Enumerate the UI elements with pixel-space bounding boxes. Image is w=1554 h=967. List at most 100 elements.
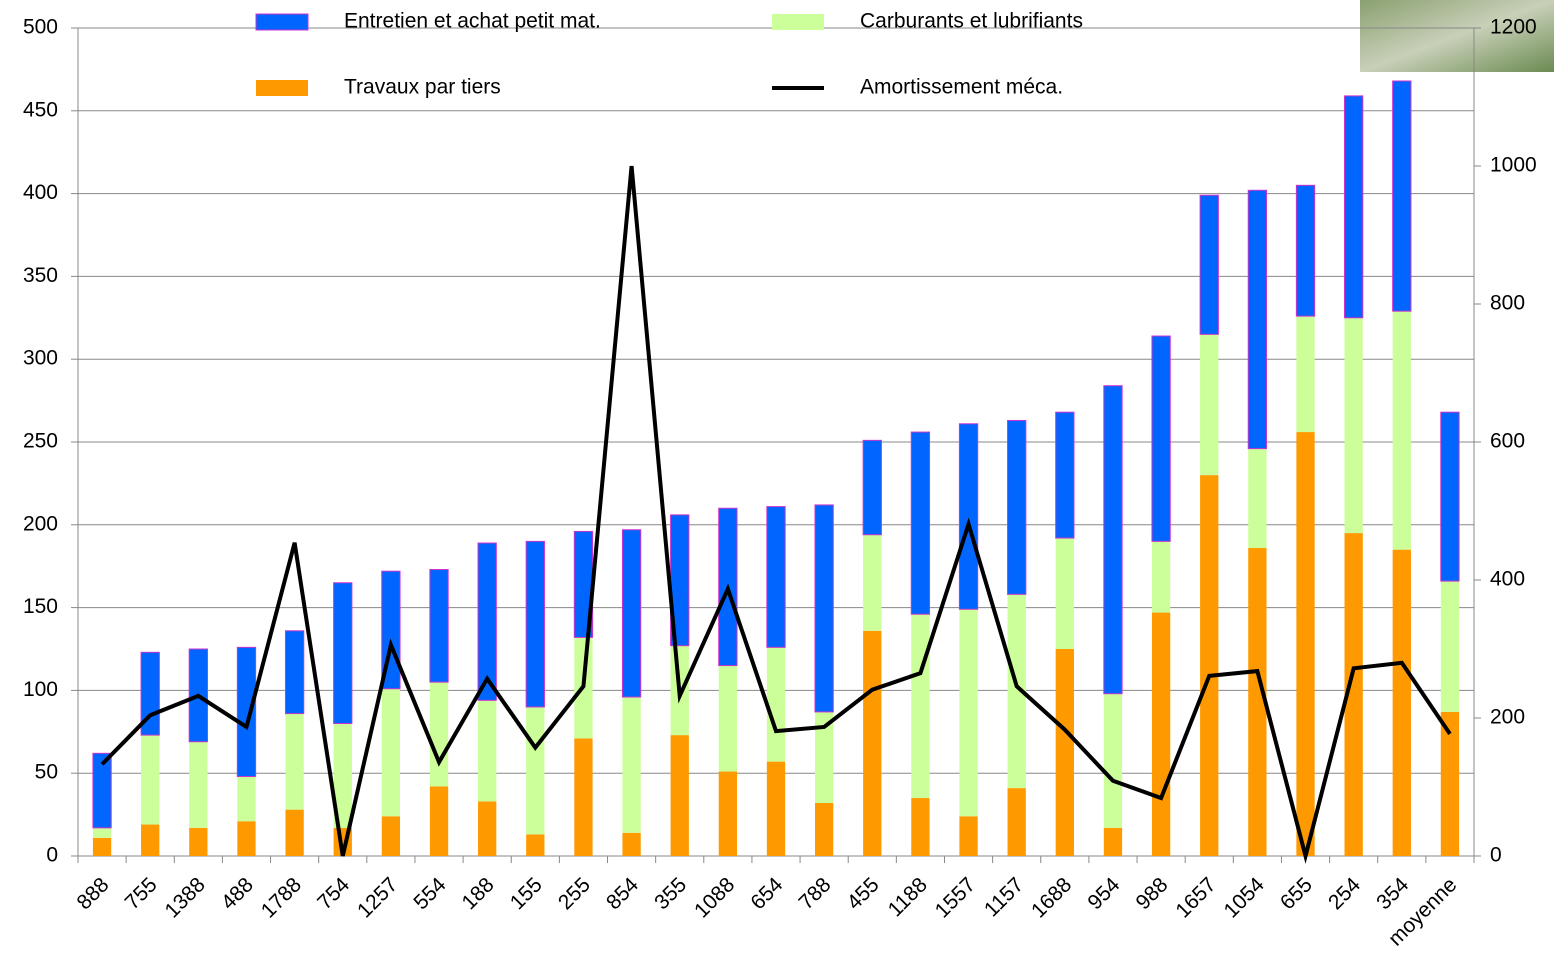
bar — [1103, 827, 1123, 856]
bar — [477, 542, 497, 701]
bar — [1296, 316, 1315, 433]
legend-label: Amortissement méca. — [860, 76, 1063, 99]
legend-label: Travaux par tiers — [344, 76, 501, 99]
bar — [1199, 194, 1219, 335]
x-tick-label: 755 — [121, 873, 162, 914]
x-tick-label: 988 — [1132, 873, 1173, 914]
bar — [1055, 649, 1074, 856]
bar — [959, 609, 978, 817]
bar — [1392, 80, 1412, 312]
legend-label: Carburants et lubrifiants — [860, 10, 1083, 33]
bar — [1200, 334, 1219, 476]
y-tick-label: 450 — [23, 98, 58, 121]
y-tick-label: 300 — [23, 347, 58, 370]
bar — [429, 682, 449, 787]
x-tick-label: 355 — [650, 873, 691, 914]
bar — [1295, 184, 1316, 317]
x-tick-label: 455 — [843, 873, 884, 914]
bar — [1151, 541, 1171, 613]
x-tick-label: 655 — [1276, 873, 1317, 914]
bar — [766, 647, 786, 762]
bar — [1007, 788, 1026, 856]
legend-swatch — [256, 80, 308, 96]
bar — [1103, 693, 1123, 828]
photo — [1360, 0, 1554, 72]
x-tick-label: 1088 — [690, 873, 739, 922]
bar — [284, 630, 305, 715]
bar — [381, 816, 401, 856]
bar — [526, 834, 545, 856]
x-tick-label: 254 — [1324, 873, 1365, 914]
bar — [189, 741, 208, 828]
bar — [141, 735, 160, 825]
bar — [478, 801, 497, 856]
y-tick-label: 100 — [23, 678, 58, 701]
legend-label: Entretien et achat petit mat. — [344, 10, 601, 33]
bar — [1440, 411, 1460, 582]
bar — [92, 752, 112, 829]
x-tick-label: 554 — [409, 873, 450, 914]
bar — [1200, 475, 1219, 856]
bar — [478, 700, 497, 802]
bar — [1247, 189, 1268, 450]
bar — [92, 827, 112, 838]
y2-tick-label: 600 — [1490, 430, 1525, 453]
x-tick-label: 354 — [1372, 873, 1413, 914]
bar — [429, 569, 449, 683]
x-tick-label: 1788 — [257, 873, 306, 922]
bar — [863, 534, 882, 631]
y-tick-label: 0 — [46, 844, 58, 867]
x-tick-label: 255 — [554, 873, 595, 914]
y2-tick-label: 0 — [1490, 844, 1502, 867]
x-tick-label: 1054 — [1220, 873, 1270, 923]
bar — [910, 431, 931, 615]
bar — [525, 540, 545, 708]
y-tick-label: 250 — [23, 430, 58, 453]
bar — [1007, 594, 1026, 789]
bar — [911, 798, 930, 856]
x-tick-label: 1257 — [353, 873, 402, 922]
line — [100, 165, 1452, 864]
bar — [1103, 385, 1123, 695]
bar — [959, 816, 978, 856]
x-tick-label: 1157 — [980, 873, 1028, 921]
bar — [958, 423, 979, 610]
bar — [574, 738, 593, 856]
bar — [141, 824, 160, 856]
bar — [911, 614, 930, 799]
bar — [718, 771, 738, 856]
bar — [1392, 311, 1411, 550]
bar — [814, 504, 834, 713]
y-tick-label: 500 — [23, 16, 58, 39]
bar — [333, 582, 353, 725]
bar — [333, 723, 352, 828]
bar — [1151, 612, 1171, 856]
bar — [1344, 317, 1363, 534]
bar — [1296, 432, 1315, 856]
x-tick-label: 1657 — [1171, 873, 1220, 922]
bar — [1440, 581, 1460, 712]
bar — [622, 697, 641, 833]
y2-tick-label: 800 — [1490, 292, 1525, 315]
bar — [1440, 711, 1460, 856]
bar — [237, 821, 256, 856]
bar — [1151, 335, 1171, 542]
bar — [814, 711, 834, 804]
bar — [1344, 95, 1364, 319]
bar — [429, 786, 449, 856]
x-tick-label: 1388 — [161, 873, 210, 922]
x-tick-label: 954 — [1083, 873, 1124, 914]
x-tick-label: 888 — [72, 873, 113, 914]
legend-swatch — [772, 14, 824, 30]
y2-tick-label: 1200 — [1490, 16, 1537, 39]
y-tick-label: 50 — [35, 761, 58, 784]
y-tick-label: 350 — [23, 264, 58, 287]
bar — [621, 529, 642, 698]
x-tick-label: 654 — [746, 873, 787, 914]
bar — [1248, 547, 1267, 856]
bar — [189, 827, 208, 856]
bar — [670, 735, 689, 856]
bar — [862, 439, 882, 536]
